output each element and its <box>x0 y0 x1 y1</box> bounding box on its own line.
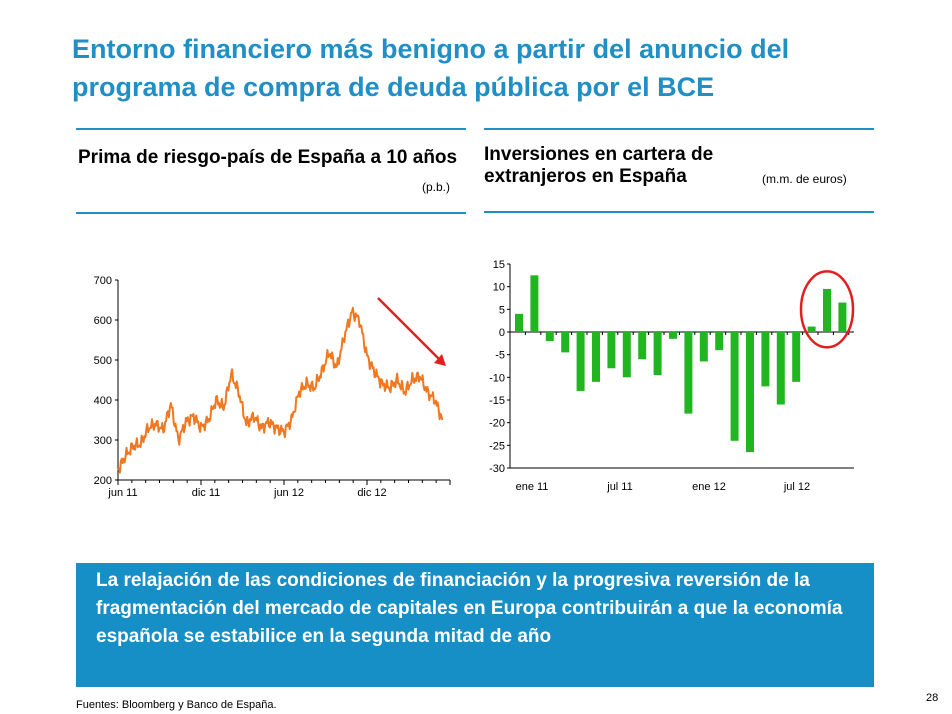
source-note: Fuentes: Bloomberg y Banco de España. <box>76 699 277 711</box>
right-panel-unit: (m.m. de euros) <box>762 172 847 186</box>
y-tick-label: -5 <box>495 350 505 362</box>
x-tick-label: dic 12 <box>357 487 386 499</box>
x-tick-label: jun 11 <box>107 487 137 499</box>
trend-arrow-head <box>434 354 446 366</box>
bar <box>792 332 801 382</box>
highlight-box: La relajación de las condiciones de fina… <box>76 563 874 687</box>
bar <box>807 326 816 332</box>
bar <box>838 302 847 332</box>
bar <box>823 288 831 332</box>
right-panel-title-2: extranjeros en España <box>484 166 687 187</box>
x-tick-label: jul 11 <box>606 481 632 493</box>
bar <box>746 332 754 453</box>
x-tick-label: dic 11 <box>192 487 221 499</box>
left-panel-title: Prima de riesgo-país de España a 10 años <box>78 147 458 168</box>
bar <box>530 275 539 332</box>
bar <box>638 332 647 360</box>
y-tick-label: 600 <box>94 315 112 327</box>
y-tick-label: -10 <box>489 372 505 384</box>
bar <box>730 332 739 441</box>
bar <box>684 332 693 414</box>
y-tick-label: -15 <box>489 395 505 407</box>
trend-arrow-shaft <box>377 297 443 363</box>
right-panel-title-1: Inversiones en cartera de <box>484 144 714 165</box>
left-panel-unit: (p.b.) <box>422 180 451 194</box>
x-tick-label: jun 12 <box>273 487 304 499</box>
y-tick-label: 700 <box>94 275 112 287</box>
bar <box>576 332 585 391</box>
y-tick-label: 0 <box>499 327 505 339</box>
bar <box>561 332 570 353</box>
risk-premium-series-line <box>117 306 444 474</box>
bar <box>669 332 677 339</box>
y-tick-label: 10 <box>493 282 505 294</box>
right-bottom-rule <box>484 211 874 213</box>
risk-premium-line-chart: 200 300 400 500 600 700 jun 11 dic 11 jun 12 dic … <box>94 275 451 499</box>
x-tick-label: jul 12 <box>783 481 810 493</box>
bar <box>715 332 724 351</box>
y-tick-label: 15 <box>493 259 505 271</box>
y-tick-label: 400 <box>94 395 112 407</box>
bar <box>653 332 662 376</box>
bar <box>545 332 554 342</box>
right-top-rule <box>484 128 874 130</box>
bar <box>776 332 785 405</box>
x-tick-label: ene 12 <box>692 481 726 493</box>
left-bottom-rule <box>76 212 466 214</box>
page-number: 28 <box>926 692 939 704</box>
x-tick-label: ene 11 <box>516 481 549 493</box>
y-tick-label: -20 <box>489 418 505 430</box>
bar <box>699 332 708 362</box>
bar <box>622 332 631 378</box>
slide-title: Entorno financiero más benigno a partir … <box>72 34 790 102</box>
y-tick-label: 300 <box>94 435 112 447</box>
bar <box>607 332 616 369</box>
portfolio-investment-bar-chart: 15 10 5 0 -5 -10 -15 -20 -25 -30 ene 11 jul 11 ene 1… <box>489 259 855 493</box>
y-tick-label: 5 <box>499 304 505 316</box>
y-tick-label: -30 <box>489 463 505 475</box>
y-tick-label: 200 <box>94 475 112 487</box>
left-top-rule <box>76 128 466 130</box>
y-tick-label: -25 <box>489 440 505 452</box>
bar <box>592 332 600 382</box>
y-tick-label: 500 <box>94 355 112 367</box>
bar <box>761 332 770 387</box>
highlight-circle <box>799 270 855 349</box>
bar <box>515 313 523 332</box>
